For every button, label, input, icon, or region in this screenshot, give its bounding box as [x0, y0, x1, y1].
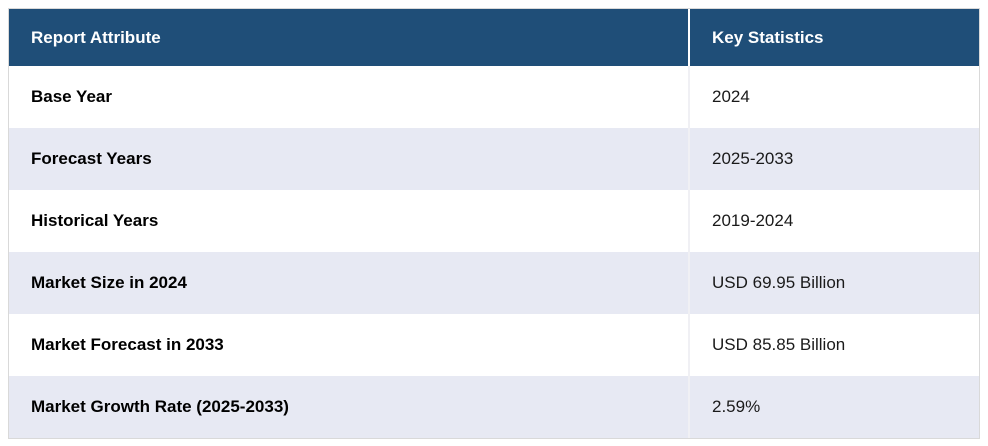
row-value-cell: 2.59%	[690, 376, 979, 438]
row-attribute-cell: Forecast Years	[9, 128, 690, 190]
report-statistics-table: Report Attribute Key Statistics Base Yea…	[8, 8, 980, 439]
table-row: Forecast Years 2025-2033	[9, 128, 979, 190]
row-value-cell: 2024	[690, 66, 979, 128]
row-value-cell: 2019-2024	[690, 190, 979, 252]
row-attribute-cell: Market Size in 2024	[9, 252, 690, 314]
table-row: Market Forecast in 2033 USD 85.85 Billio…	[9, 314, 979, 376]
table-row: Base Year 2024	[9, 66, 979, 128]
column-header-report-attribute: Report Attribute	[9, 9, 690, 66]
row-attribute-cell: Market Growth Rate (2025-2033)	[9, 376, 690, 438]
table-row: Historical Years 2019-2024	[9, 190, 979, 252]
table-body: Base Year 2024 Forecast Years 2025-2033 …	[9, 66, 979, 438]
table-header-row: Report Attribute Key Statistics	[9, 9, 979, 66]
row-attribute-cell: Market Forecast in 2033	[9, 314, 690, 376]
table-row: Market Growth Rate (2025-2033) 2.59%	[9, 376, 979, 438]
table-row: Market Size in 2024 USD 69.95 Billion	[9, 252, 979, 314]
column-header-key-statistics: Key Statistics	[690, 9, 979, 66]
row-attribute-cell: Historical Years	[9, 190, 690, 252]
row-attribute-cell: Base Year	[9, 66, 690, 128]
row-value-cell: USD 69.95 Billion	[690, 252, 979, 314]
row-value-cell: 2025-2033	[690, 128, 979, 190]
row-value-cell: USD 85.85 Billion	[690, 314, 979, 376]
